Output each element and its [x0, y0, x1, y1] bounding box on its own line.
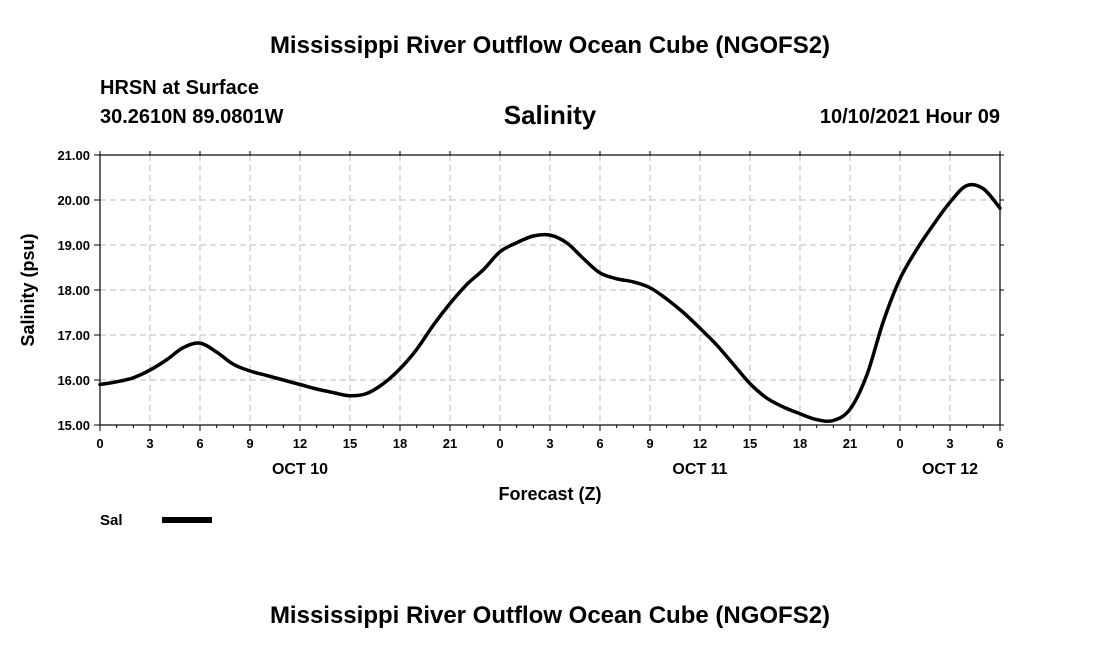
x-tick-label: 21: [843, 436, 857, 451]
plot-frame: [99, 154, 1001, 426]
x-day-label: OCT 12: [922, 461, 978, 478]
chart-title-top: Mississippi River Outflow Ocean Cube (NG…: [269, 32, 831, 59]
y-tick-label: 17.00: [57, 328, 90, 343]
x-axis-label: Forecast (Z): [498, 484, 601, 504]
legend: Sal: [100, 512, 212, 529]
x-tick-label: 9: [246, 436, 253, 451]
x-tick-label: 9: [646, 436, 653, 451]
x-tick-label: 12: [293, 436, 307, 451]
chart-title: Salinity: [504, 100, 597, 130]
y-axis-label: Salinity (psu): [18, 233, 38, 346]
series-line-sal: [98, 182, 1002, 424]
x-tick-label: 18: [393, 436, 407, 451]
forecast-datetime: 10/10/2021 Hour 09: [819, 106, 1000, 128]
x-tick-label: 12: [693, 436, 707, 451]
x-tick-label: 3: [946, 436, 953, 451]
x-tick-label: 0: [496, 436, 503, 451]
x-day-label: OCT 11: [672, 461, 727, 478]
series-layer: [98, 182, 1002, 424]
x-tick-label: 6: [196, 436, 203, 451]
y-tick-label: 18.00: [57, 283, 90, 298]
legend-label: Sal: [100, 512, 123, 529]
x-tick-label: 15: [743, 436, 757, 451]
x-tick-label: 3: [546, 436, 553, 451]
station-label: HRSN at Surface: [100, 77, 259, 99]
x-tick-label: 21: [443, 436, 457, 451]
x-tick-label: 3: [146, 436, 153, 451]
y-axis: 15.00 16.00 17.00 18.00 19.00 20.00 21.00: [57, 148, 1004, 433]
x-day-label: OCT 10: [272, 461, 328, 478]
y-tick-label: 15.00: [57, 418, 90, 433]
y-tick-label: 19.00: [57, 238, 90, 253]
chart-title-bottom: Mississippi River Outflow Ocean Cube (NG…: [269, 602, 831, 629]
x-tick-label: 0: [96, 436, 103, 451]
y-tick-label: 16.00: [57, 373, 90, 388]
y-tick-label: 20.00: [57, 193, 90, 208]
x-tick-label: 18: [793, 436, 807, 451]
chart-grid: [99, 154, 1001, 426]
x-tick-label: 15: [343, 436, 357, 451]
x-tick-label: 0: [896, 436, 903, 451]
station-coordinates: 30.2610N 89.0801W: [100, 106, 284, 128]
x-tick-label: 6: [596, 436, 603, 451]
x-tick-label: 6: [996, 436, 1003, 451]
y-tick-label: 21.00: [57, 148, 90, 163]
